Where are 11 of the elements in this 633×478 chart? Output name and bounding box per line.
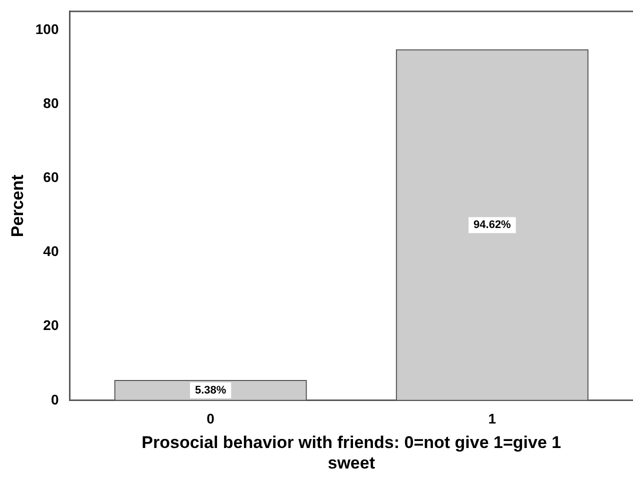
y-axis-title: Percent bbox=[8, 174, 27, 238]
y-tick-label: 40 bbox=[43, 243, 59, 260]
y-tick-label: 20 bbox=[43, 317, 59, 334]
data-label: 5.38% bbox=[194, 384, 226, 396]
y-tick-label: 60 bbox=[43, 168, 59, 185]
data-label: 94.62% bbox=[474, 219, 512, 232]
x-axis-title: Prosocial behavior with friends: 0=not give 1=give 1 sweet bbox=[142, 433, 562, 472]
y-tick-label: 100 bbox=[35, 20, 59, 37]
y-tick-label: 80 bbox=[43, 94, 59, 111]
x-tick-label: 1 bbox=[488, 410, 496, 427]
y-tick-label: 0 bbox=[50, 391, 59, 408]
